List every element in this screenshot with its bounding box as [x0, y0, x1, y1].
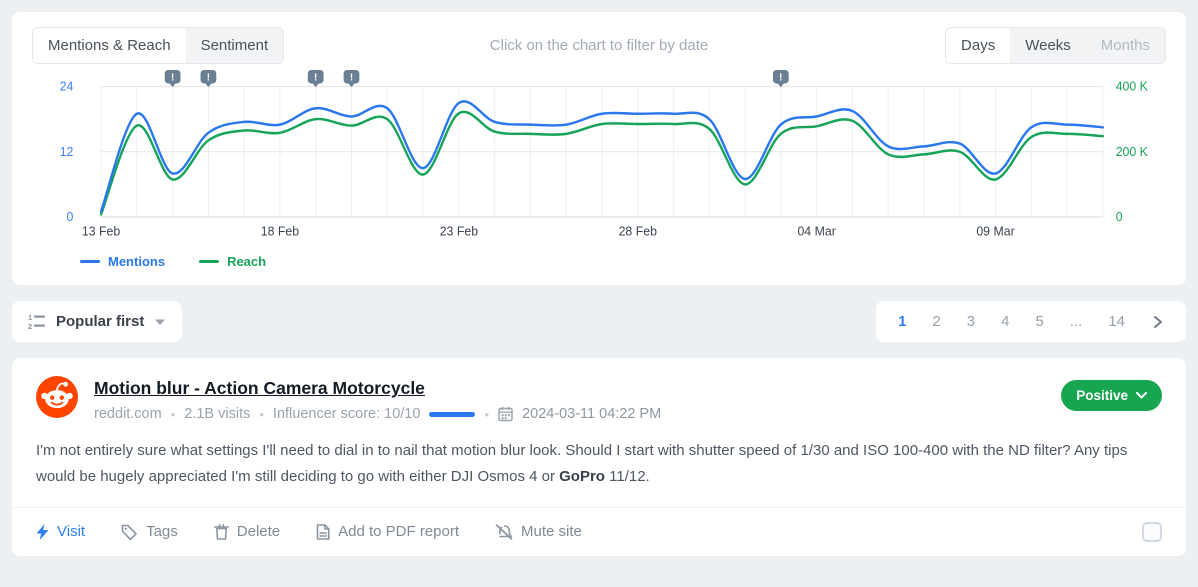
page-4[interactable]: 4 — [1001, 313, 1010, 330]
page-ellipsis: ... — [1069, 313, 1083, 330]
mention-select-checkbox[interactable] — [1142, 521, 1162, 542]
influencer-score-bar — [429, 411, 476, 417]
svg-text:09 Mar: 09 Mar — [976, 224, 1014, 238]
chevron-down-icon — [1136, 392, 1147, 399]
svg-text:200 K: 200 K — [1116, 145, 1149, 159]
svg-text:!: ! — [779, 72, 782, 83]
svg-text:04 Mar: 04 Mar — [797, 224, 835, 238]
pdf-file-icon — [316, 523, 330, 540]
svg-text:2: 2 — [28, 322, 32, 330]
page-3[interactable]: 3 — [966, 313, 976, 330]
toggle-months[interactable]: Months — [1100, 36, 1150, 54]
sentiment-label: Positive — [1076, 388, 1128, 403]
svg-text:0: 0 — [1116, 210, 1123, 224]
tab-sentiment[interactable]: Sentiment — [200, 36, 269, 54]
legend-label-reach: Reach — [227, 254, 267, 269]
page-14[interactable]: 14 — [1108, 313, 1125, 330]
page-1[interactable]: 1 — [898, 313, 907, 330]
svg-text:400 K: 400 K — [1116, 79, 1149, 93]
sort-label: Popular first — [56, 313, 145, 330]
date-granularity-toggle: Days Weeks Months — [945, 26, 1166, 64]
meta-separator: • — [259, 406, 264, 422]
tags-button[interactable]: Tags — [121, 523, 178, 540]
svg-text:!: ! — [350, 72, 353, 83]
numbered-list-icon: 1 2 — [28, 313, 45, 330]
svg-text:0: 0 — [67, 210, 74, 224]
influencer-score: Influencer score: 10/10 — [272, 406, 421, 422]
svg-text:12: 12 — [60, 145, 74, 159]
mention-source: reddit.com — [94, 406, 162, 422]
calendar-icon — [498, 406, 513, 422]
pagination: 1 2 3 4 5 ... 14 — [876, 301, 1186, 342]
reach-swatch — [199, 260, 220, 263]
mention-action-bar: Visit Tags Delete Ad — [36, 508, 1162, 542]
legend-item-reach: Reach — [199, 254, 266, 269]
mute-site-button[interactable]: Mute site — [495, 523, 582, 540]
add-to-pdf-button[interactable]: Add to PDF report — [316, 523, 459, 540]
mention-title-link[interactable]: Motion blur - Action Camera Motorcycle — [94, 378, 425, 398]
visit-button[interactable]: Visit — [36, 523, 85, 540]
chart-card: Mentions & Reach Sentiment Click on the … — [12, 12, 1186, 285]
legend-item-mentions: Mentions — [80, 254, 165, 269]
svg-text:13 Feb: 13 Feb — [82, 224, 120, 238]
page-2[interactable]: 2 — [932, 313, 941, 330]
svg-text:18 Feb: 18 Feb — [261, 224, 299, 238]
svg-text:1: 1 — [28, 313, 32, 322]
trash-icon — [213, 523, 229, 540]
chart-warning-marker: ! — [200, 70, 217, 88]
tag-icon — [121, 524, 137, 540]
caret-down-icon — [155, 319, 166, 325]
next-page-chevron-icon[interactable] — [1151, 315, 1164, 329]
chart-mode-tabs: Mentions & Reach Sentiment — [32, 26, 285, 64]
mention-date: 2024-03-11 04:22 PM — [522, 406, 662, 422]
mute-bell-slash-icon — [495, 523, 513, 540]
mention-body: I'm not entirely sure what settings I'll… — [36, 442, 1128, 486]
mention-visits: 2.1B visits — [184, 406, 251, 422]
toggle-weeks[interactable]: Weeks — [1025, 36, 1071, 54]
chart-warning-marker: ! — [307, 70, 324, 88]
reddit-avatar — [36, 376, 78, 418]
divider — [12, 506, 1186, 508]
chart-warning-marker: ! — [343, 70, 360, 88]
svg-text:!: ! — [207, 72, 210, 83]
lightning-bolt-icon — [36, 523, 49, 540]
tab-mentions-reach[interactable]: Mentions & Reach — [33, 27, 186, 63]
page-5[interactable]: 5 — [1035, 313, 1044, 330]
svg-text:24: 24 — [60, 79, 74, 93]
toggle-days[interactable]: Days — [946, 27, 1011, 63]
mention-meta: reddit.com • 2.1B visits • Influencer sc… — [94, 406, 1045, 422]
legend-label-mentions: Mentions — [108, 254, 166, 269]
mentions-reach-line-chart[interactable]: 0 0 12 200 K 24 400 K 13 Feb 18 Feb 23 Feb 28 Feb… — [32, 70, 1166, 248]
meta-separator: • — [170, 406, 176, 422]
chart-legend: Mentions Reach — [32, 248, 1166, 275]
chart-header: Mentions & Reach Sentiment Click on the … — [32, 26, 1166, 64]
svg-text:!: ! — [171, 72, 174, 83]
svg-text:!: ! — [314, 72, 317, 83]
sentiment-selector[interactable]: Positive — [1061, 380, 1162, 411]
svg-text:23 Feb: 23 Feb — [440, 224, 478, 238]
delete-button[interactable]: Delete — [213, 523, 280, 540]
mention-card: Motion blur - Action Camera Motorcycle r… — [12, 358, 1186, 556]
sort-dropdown[interactable]: 1 2 Popular first — [12, 301, 183, 342]
mentions-swatch — [80, 260, 100, 263]
svg-text:28 Feb: 28 Feb — [619, 224, 657, 238]
meta-separator: • — [484, 406, 489, 422]
chart-warning-marker: ! — [772, 70, 789, 88]
toolbar-row: 1 2 Popular first 1 2 3 4 5 ... 14 — [12, 301, 1186, 342]
chart-warning-marker: ! — [164, 70, 181, 88]
